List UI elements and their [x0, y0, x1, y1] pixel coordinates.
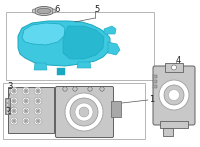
FancyBboxPatch shape — [163, 128, 173, 136]
Circle shape — [73, 87, 77, 91]
Circle shape — [37, 90, 39, 92]
Polygon shape — [108, 42, 120, 55]
Circle shape — [36, 89, 40, 93]
Text: 4: 4 — [175, 56, 181, 65]
Circle shape — [12, 119, 16, 123]
Circle shape — [22, 97, 30, 105]
Circle shape — [168, 90, 180, 101]
Circle shape — [22, 117, 30, 125]
Polygon shape — [77, 62, 91, 68]
Ellipse shape — [34, 6, 54, 15]
Text: 2: 2 — [5, 106, 11, 116]
Circle shape — [6, 112, 8, 114]
Circle shape — [36, 99, 40, 103]
Circle shape — [164, 85, 184, 105]
Ellipse shape — [37, 8, 51, 14]
Circle shape — [34, 117, 42, 125]
Circle shape — [25, 120, 27, 122]
Circle shape — [10, 117, 18, 125]
Circle shape — [79, 107, 89, 117]
Circle shape — [13, 120, 15, 122]
Circle shape — [172, 65, 177, 70]
Circle shape — [13, 90, 15, 92]
Polygon shape — [57, 68, 65, 75]
Ellipse shape — [32, 9, 36, 13]
Circle shape — [88, 87, 92, 91]
FancyBboxPatch shape — [165, 63, 183, 72]
Polygon shape — [18, 21, 110, 66]
FancyBboxPatch shape — [153, 80, 157, 83]
Circle shape — [10, 97, 18, 105]
Circle shape — [100, 87, 104, 91]
Circle shape — [75, 103, 93, 121]
Ellipse shape — [52, 9, 56, 13]
Circle shape — [22, 107, 30, 115]
Circle shape — [65, 93, 103, 131]
Circle shape — [24, 99, 28, 103]
FancyBboxPatch shape — [5, 98, 10, 114]
Circle shape — [34, 107, 42, 115]
Polygon shape — [34, 63, 47, 70]
Circle shape — [25, 110, 27, 112]
Circle shape — [36, 109, 40, 113]
Circle shape — [12, 99, 16, 103]
Circle shape — [24, 109, 28, 113]
FancyBboxPatch shape — [153, 85, 157, 88]
Circle shape — [6, 104, 8, 106]
Circle shape — [63, 87, 67, 91]
Circle shape — [22, 87, 30, 95]
Circle shape — [70, 98, 98, 126]
Text: 6: 6 — [54, 5, 60, 14]
Circle shape — [34, 87, 42, 95]
FancyBboxPatch shape — [3, 83, 145, 139]
FancyBboxPatch shape — [111, 101, 121, 117]
Text: 1: 1 — [149, 96, 155, 105]
Text: 3: 3 — [7, 81, 13, 91]
Circle shape — [13, 110, 15, 112]
Circle shape — [13, 100, 15, 102]
Circle shape — [10, 107, 18, 115]
FancyBboxPatch shape — [56, 86, 114, 137]
Circle shape — [24, 119, 28, 123]
FancyBboxPatch shape — [160, 121, 188, 128]
Circle shape — [37, 110, 39, 112]
Circle shape — [6, 100, 8, 102]
FancyBboxPatch shape — [6, 12, 154, 80]
Text: 5: 5 — [94, 5, 100, 14]
Circle shape — [12, 89, 16, 93]
Circle shape — [34, 97, 42, 105]
FancyBboxPatch shape — [8, 87, 54, 133]
Polygon shape — [63, 26, 104, 59]
Circle shape — [37, 100, 39, 102]
FancyBboxPatch shape — [153, 66, 195, 125]
Polygon shape — [22, 23, 65, 45]
Circle shape — [36, 119, 40, 123]
Circle shape — [6, 108, 8, 110]
Circle shape — [159, 80, 189, 110]
Circle shape — [12, 109, 16, 113]
Circle shape — [37, 120, 39, 122]
Circle shape — [24, 89, 28, 93]
Circle shape — [25, 100, 27, 102]
Polygon shape — [104, 26, 116, 34]
FancyBboxPatch shape — [153, 75, 157, 78]
Circle shape — [25, 90, 27, 92]
Circle shape — [10, 87, 18, 95]
